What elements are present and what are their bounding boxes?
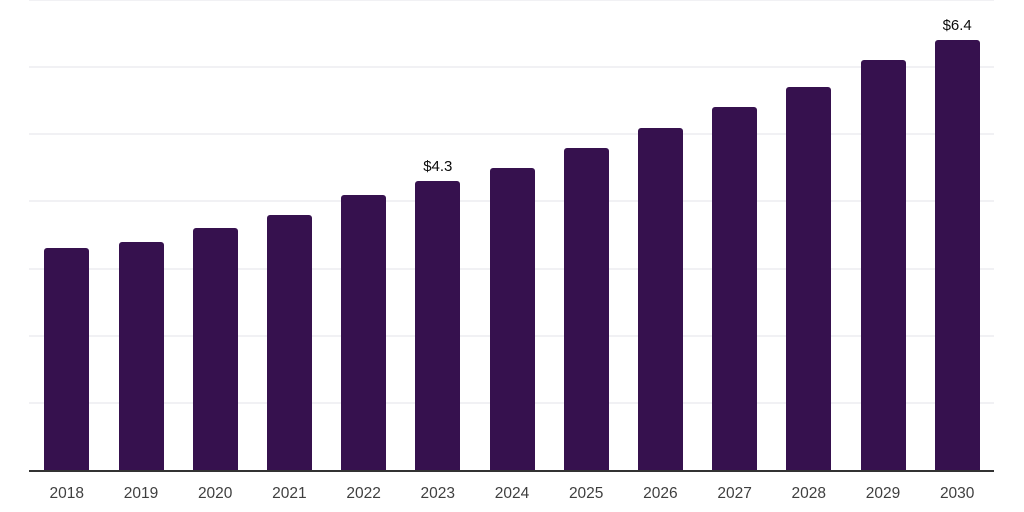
bar-2026 [637, 127, 683, 470]
x-tick-2018: 2018 [49, 485, 85, 502]
bar-2020 [192, 228, 238, 470]
bar-2019 [118, 241, 164, 470]
bar-2024 [489, 167, 535, 470]
bar-2023 [415, 181, 461, 470]
bar-2030 [934, 40, 980, 470]
x-tick-2024: 2024 [494, 485, 530, 502]
bar-value-label-2030: $6.4 [942, 17, 972, 35]
gridline [29, 133, 994, 136]
x-tick-2030: 2030 [939, 485, 975, 502]
x-tick-2028: 2028 [791, 485, 827, 502]
x-tick-2026: 2026 [643, 485, 678, 502]
plot-area: $4.3 $6.4 [29, 0, 994, 470]
x-tick-2019: 2019 [123, 485, 159, 502]
bar-2029 [860, 60, 906, 470]
bar-2025 [563, 147, 609, 470]
x-tick-2022: 2022 [346, 485, 381, 502]
bar-2021 [266, 214, 312, 470]
gridline [29, 0, 994, 1]
x-tick-2029: 2029 [865, 485, 901, 502]
x-tick-2025: 2025 [568, 485, 604, 502]
bar-2027 [712, 107, 758, 470]
x-tick-2020: 2020 [197, 485, 233, 502]
x-tick-2023: 2023 [420, 485, 456, 502]
bar-2022 [341, 194, 387, 470]
x-tick-2021: 2021 [272, 485, 307, 502]
bar-2018 [44, 248, 90, 470]
x-axis-line [29, 470, 994, 472]
gridline [29, 66, 994, 69]
bar-2028 [786, 87, 832, 470]
x-tick-2027: 2027 [717, 485, 752, 502]
bar-value-label-2023: $4.3 [423, 158, 453, 176]
